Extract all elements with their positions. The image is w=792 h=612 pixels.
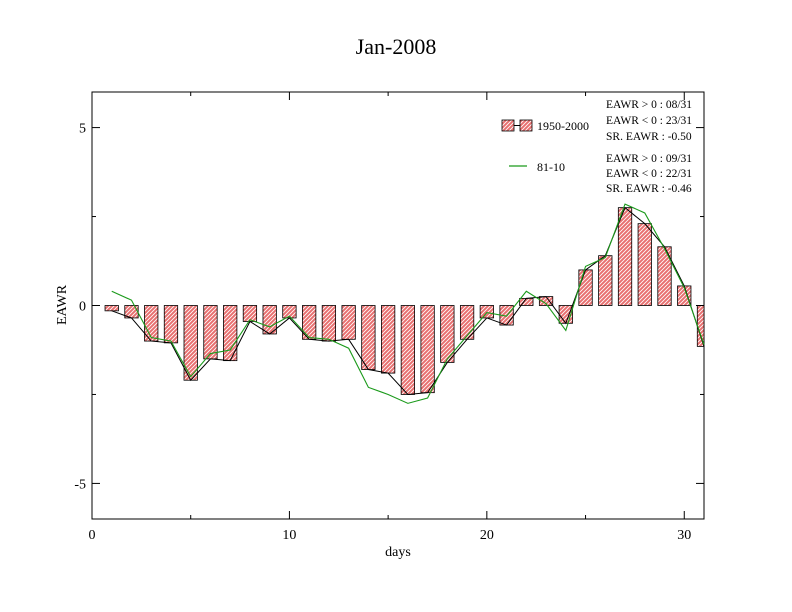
line-81-10 bbox=[111, 203, 705, 404]
stats-81-10-sr: SR. EAWR : -0.46 bbox=[606, 183, 692, 195]
bar-day-26 bbox=[598, 255, 613, 306]
x-tick-label-30: 30 bbox=[677, 528, 691, 543]
stats-81-10-negative: EAWR < 0 : 22/31 bbox=[606, 168, 692, 180]
bars-layer bbox=[104, 207, 705, 395]
x-tick-label-0: 0 bbox=[89, 528, 96, 543]
y-tick-label-5: 5 bbox=[79, 122, 86, 137]
legend-swatch-bar bbox=[501, 119, 515, 132]
bar-day-20 bbox=[479, 305, 494, 319]
line-1950-2000 bbox=[111, 206, 705, 395]
bar-day-8 bbox=[242, 305, 258, 322]
bar-day-14 bbox=[361, 305, 376, 370]
chart-title: Jan-2008 bbox=[356, 34, 437, 59]
legend-label-1950-2000: 1950-2000 bbox=[537, 119, 589, 133]
bar-day-16 bbox=[400, 305, 415, 395]
x-tick-label-20: 20 bbox=[480, 528, 494, 543]
stats-1950-2000-negative: EAWR < 0 : 23/31 bbox=[606, 115, 692, 127]
x-axis-label: days bbox=[385, 545, 411, 560]
ticks-layer: 0 10 20 30 5 0 -5 bbox=[74, 92, 704, 543]
legend: 1950-2000 EAWR > 0 : 08/31 EAWR < 0 : 23… bbox=[501, 99, 692, 195]
bar-day-17 bbox=[420, 305, 435, 394]
bar-day-4 bbox=[163, 305, 179, 344]
stats-1950-2000-positive: EAWR > 0 : 08/31 bbox=[606, 99, 692, 111]
y-tick-label-0: 0 bbox=[79, 300, 86, 315]
bar-day-13 bbox=[341, 305, 356, 340]
bar-day-28 bbox=[637, 223, 652, 306]
lines-layer bbox=[111, 203, 705, 404]
stats-1950-2000-sr: SR. EAWR : -0.50 bbox=[606, 131, 692, 143]
stats-81-10-positive: EAWR > 0 : 09/31 bbox=[606, 153, 692, 165]
bar-day-12 bbox=[321, 305, 337, 342]
bar-day-1 bbox=[104, 305, 119, 312]
y-axis-label: EAWR bbox=[55, 284, 70, 325]
bar-day-27 bbox=[617, 207, 633, 306]
bar-day-6 bbox=[203, 305, 218, 360]
bar-day-15 bbox=[381, 305, 396, 374]
y-tick-label--5: -5 bbox=[74, 477, 86, 492]
legend-swatch-bar-2 bbox=[519, 119, 533, 132]
bar-day-25 bbox=[578, 269, 593, 306]
x-tick-label-10: 10 bbox=[282, 528, 296, 543]
legend-label-81-10: 81-10 bbox=[537, 160, 565, 174]
